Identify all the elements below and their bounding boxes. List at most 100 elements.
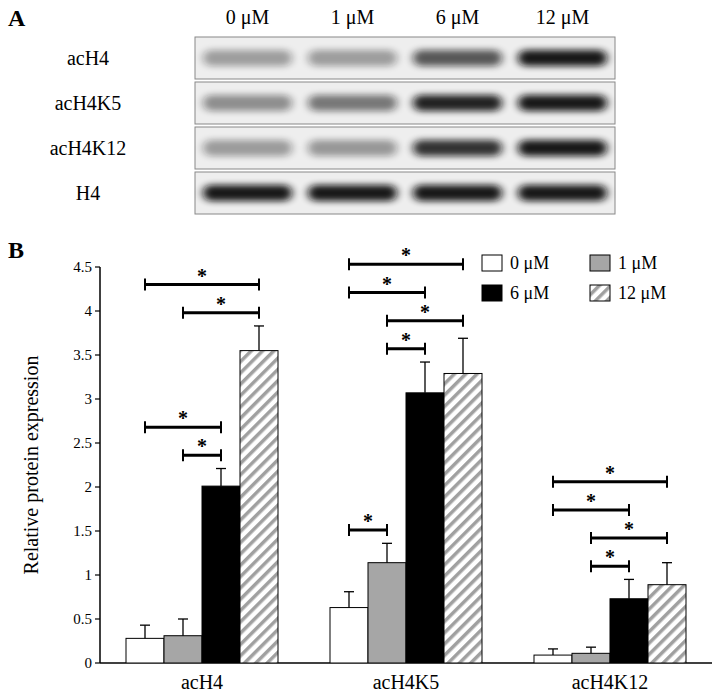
y-tick-label: 4.5 <box>73 259 92 275</box>
error-line <box>220 469 221 487</box>
legend-label: 0 μM <box>510 253 549 273</box>
y-tick <box>95 354 100 355</box>
y-tick <box>95 310 100 311</box>
sig-label: * <box>216 293 226 315</box>
sig-bracket-end <box>590 532 592 544</box>
legend-swatch <box>482 255 502 271</box>
error-line <box>424 362 425 393</box>
error-line <box>552 649 553 655</box>
y-tick <box>95 266 100 267</box>
blot-strip <box>195 82 615 124</box>
x-tick-label: acH4K5 <box>373 671 440 693</box>
blot-strip <box>195 37 615 79</box>
error-cap <box>140 625 150 626</box>
legend-swatch <box>590 255 610 271</box>
bar <box>534 655 572 663</box>
blot-band <box>203 140 292 156</box>
y-tick-label: 3.5 <box>73 347 92 363</box>
sig-bracket-end <box>348 258 350 270</box>
bar <box>240 351 278 663</box>
sig-bracket-end <box>220 449 222 461</box>
y-tick-label: 0.5 <box>73 611 92 627</box>
sig-label: * <box>401 329 411 351</box>
legend-label: 12 μM <box>618 283 666 303</box>
y-tick <box>95 662 100 663</box>
panel-label: A <box>8 5 26 31</box>
blot-band <box>518 95 607 111</box>
error-cap <box>624 579 634 580</box>
error-line <box>628 579 629 598</box>
panel-label: B <box>8 237 24 263</box>
sig-bracket-end <box>258 279 260 291</box>
x-tick-label: acH4 <box>181 671 223 693</box>
error-cap <box>344 591 354 592</box>
sig-label: * <box>605 462 615 484</box>
sig-bracket-end <box>144 279 146 291</box>
row-label: acH4 <box>67 47 109 69</box>
sig-bracket-end <box>220 421 222 433</box>
error-bar <box>140 625 150 638</box>
bar <box>164 636 202 663</box>
blot-strip <box>195 172 615 214</box>
sig-bracket-end <box>386 315 388 327</box>
error-bar <box>458 338 468 373</box>
bar <box>610 599 648 663</box>
error-line <box>666 563 667 585</box>
blot-band <box>518 185 607 201</box>
blot-band <box>203 185 292 201</box>
y-tick <box>95 618 100 619</box>
y-tick-label: 4 <box>85 303 93 319</box>
sig-label: * <box>197 435 207 457</box>
sig-bracket-end <box>462 315 464 327</box>
y-tick-label: 2 <box>85 479 93 495</box>
blot-band <box>203 50 292 66</box>
sig-label: * <box>382 273 392 295</box>
y-tick <box>95 530 100 531</box>
error-line <box>462 338 463 373</box>
sig-bracket-end <box>348 287 350 299</box>
y-tick-label: 0 <box>85 655 93 671</box>
error-line <box>590 647 591 653</box>
bar <box>406 393 444 663</box>
sig-bracket-end <box>348 524 350 536</box>
bar <box>330 608 368 663</box>
bar <box>126 638 164 663</box>
error-cap <box>458 338 468 339</box>
y-axis-label: Relative protein expression <box>20 356 43 575</box>
blot-band <box>518 50 607 66</box>
sig-bracket-end <box>666 476 668 488</box>
lane-label: 12 μM <box>536 6 590 29</box>
blot-band <box>413 50 502 66</box>
error-bar <box>178 619 188 636</box>
y-tick-label: 1 <box>85 567 93 583</box>
figure: A0 μM1 μM6 μM12 μMacH4acH4K5acH4K12H4B00… <box>0 0 718 698</box>
error-cap <box>178 618 188 619</box>
error-cap <box>254 325 264 326</box>
sig-label: * <box>178 407 188 429</box>
error-line <box>348 592 349 608</box>
error-bar <box>216 469 226 487</box>
bar <box>572 653 610 663</box>
error-line <box>144 625 145 638</box>
error-bar <box>662 563 672 585</box>
sig-label: * <box>197 265 207 287</box>
sig-bracket-end <box>182 449 184 461</box>
y-axis <box>99 267 101 663</box>
x-tick-label: acH4K12 <box>572 671 649 693</box>
error-cap <box>420 361 430 362</box>
y-tick <box>95 442 100 443</box>
sig-bracket-end <box>386 524 388 536</box>
error-bar <box>344 592 354 608</box>
error-cap <box>548 648 558 649</box>
y-tick <box>95 486 100 487</box>
blot-band <box>308 50 397 66</box>
sig-bracket-end <box>552 476 554 488</box>
error-bar <box>420 362 430 393</box>
sig-bracket-end <box>424 287 426 299</box>
lane-label: 0 μM <box>226 6 270 29</box>
legend-swatch <box>482 285 502 301</box>
sig-label: * <box>605 546 615 568</box>
blot-band <box>308 185 397 201</box>
y-tick-label: 2.5 <box>73 435 92 451</box>
error-line <box>258 326 259 351</box>
